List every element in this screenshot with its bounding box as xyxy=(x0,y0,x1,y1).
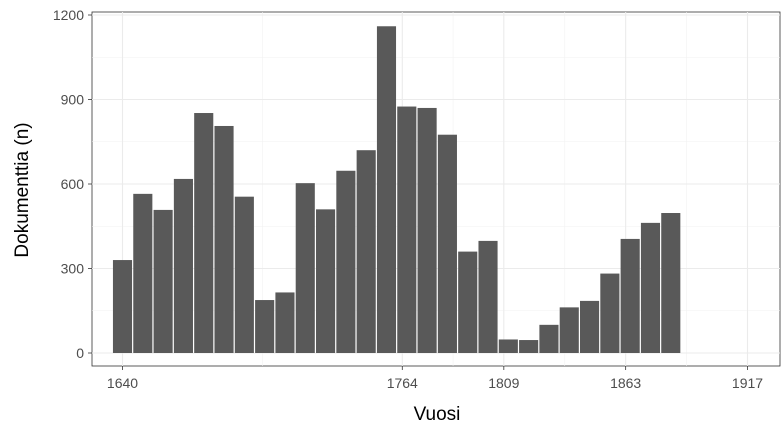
histogram-bar xyxy=(539,324,559,353)
x-tick-label: 1863 xyxy=(610,375,641,391)
histogram-bar xyxy=(194,113,214,354)
histogram-bar xyxy=(580,300,600,353)
histogram-bar xyxy=(458,251,478,353)
x-tick-label: 1640 xyxy=(107,375,138,391)
histogram-bar xyxy=(356,150,376,353)
histogram-bar xyxy=(600,273,620,353)
histogram-bar xyxy=(417,107,437,353)
x-tick-label: 1809 xyxy=(488,375,519,391)
histogram-bar xyxy=(214,125,234,353)
histogram-bar xyxy=(336,170,356,353)
histogram-bar xyxy=(173,178,193,353)
y-tick-label: 0 xyxy=(76,345,84,361)
histogram-bar xyxy=(133,193,153,353)
histogram-bar xyxy=(640,222,661,353)
x-axis-title: Vuosi xyxy=(414,404,461,425)
y-tick-label: 300 xyxy=(61,261,85,277)
histogram-bar xyxy=(397,106,417,354)
bars xyxy=(112,26,681,354)
histogram-bar xyxy=(661,213,681,353)
histogram-bar xyxy=(153,209,173,353)
histogram-bar xyxy=(234,196,254,353)
x-tick-label: 1917 xyxy=(732,375,763,391)
histogram-bar xyxy=(295,183,315,353)
histogram-bar xyxy=(620,238,640,353)
histogram-bar xyxy=(255,300,275,353)
y-tick-label: 1200 xyxy=(53,7,84,23)
y-axis: 0 300 600 900 1200 xyxy=(53,7,92,361)
histogram-bar xyxy=(478,240,498,353)
histogram-bar xyxy=(316,209,336,353)
y-axis-title: Dokumenttia (n) xyxy=(12,122,33,257)
histogram-bar xyxy=(437,134,457,353)
histogram-bar xyxy=(519,340,539,353)
y-tick-label: 600 xyxy=(61,176,85,192)
histogram-bar xyxy=(559,307,579,353)
x-tick-label: 1764 xyxy=(387,375,418,391)
y-tick-label: 900 xyxy=(61,92,85,108)
x-axis: 1640 1764 1809 1863 1917 xyxy=(107,366,763,391)
histogram-bar xyxy=(112,260,133,353)
histogram-bar xyxy=(498,339,518,353)
histogram-bar xyxy=(376,26,397,354)
histogram-bar xyxy=(275,292,295,353)
